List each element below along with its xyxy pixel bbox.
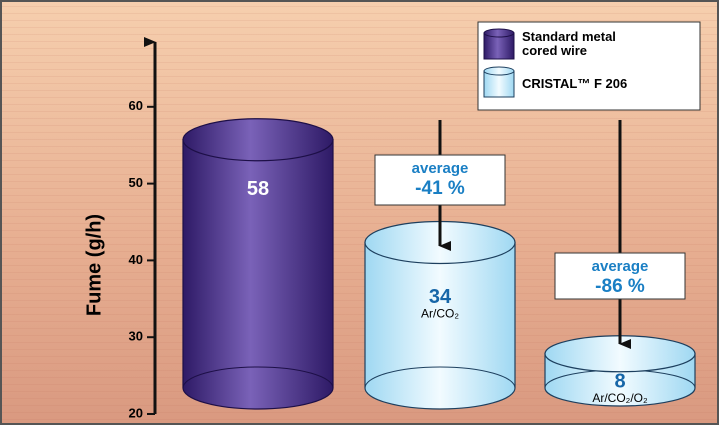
legend-label: Standard metal cored wire	[522, 29, 616, 58]
cylinder-body	[182, 139, 334, 410]
legend-swatch-top	[483, 66, 515, 76]
y-tick-label: 30	[129, 329, 143, 344]
y-tick-label: 20	[129, 405, 143, 420]
y-tick-label: 50	[129, 175, 143, 190]
annotation-box	[374, 154, 506, 206]
value-label: 58	[247, 178, 269, 200]
category-label: Ar/CO₂/O₂	[592, 391, 648, 405]
value-label: 8	[614, 370, 625, 392]
y-axis-label: Fume (g/h)	[83, 214, 105, 316]
annotation-change: -41 %	[415, 178, 465, 199]
category-label: Ar/CO₂	[421, 307, 459, 321]
y-tick-label: 40	[129, 252, 143, 267]
legend-box	[477, 21, 701, 111]
cylinder-body	[364, 241, 516, 410]
legend-label: CRISTAL™ F 206	[522, 76, 628, 91]
annotation-box	[554, 252, 686, 300]
y-tick-label: 60	[129, 98, 143, 113]
annotation-change: -86 %	[595, 276, 645, 297]
annotation-label: average	[412, 160, 469, 177]
annotation-label: average	[592, 258, 649, 275]
cylinder-base-rim	[182, 366, 334, 389]
value-label: 34	[429, 286, 452, 308]
cylinder-top	[182, 118, 334, 162]
legend-swatch-top	[483, 28, 515, 38]
cylinder-base-rim	[364, 366, 516, 389]
